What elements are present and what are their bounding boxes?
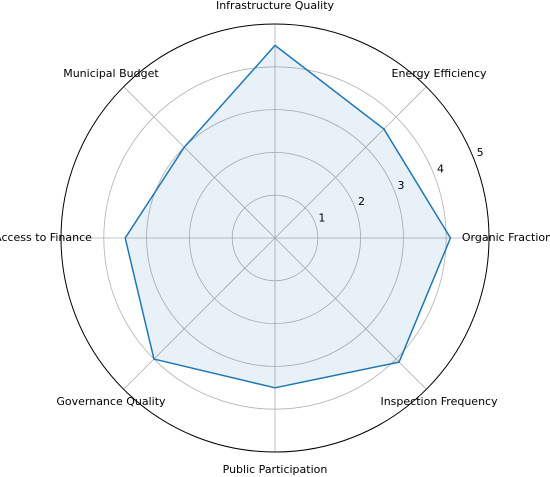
r-tick-label: 1 xyxy=(318,212,325,225)
r-tick-label: 5 xyxy=(477,146,484,159)
grid-ring xyxy=(231,194,319,282)
outer-ring xyxy=(60,23,490,453)
spoke xyxy=(123,86,276,239)
category-label: Energy Efficiency xyxy=(392,67,487,80)
category-label: Public Participation xyxy=(223,463,328,476)
r-tick-label: 4 xyxy=(437,162,444,175)
category-label: Infrastructure Quality xyxy=(216,0,335,12)
category-label: Governance Quality xyxy=(56,395,166,408)
category-label: Access to Finance xyxy=(0,231,92,244)
spoke xyxy=(274,237,427,390)
grid-ring xyxy=(188,151,361,324)
r-tick-label: 3 xyxy=(398,179,405,192)
grid-ring xyxy=(146,109,404,367)
r-tick-label: 2 xyxy=(358,195,365,208)
category-label: Organic Fraction xyxy=(462,231,550,244)
data-area xyxy=(124,44,452,389)
grid-ring xyxy=(103,66,447,410)
spoke xyxy=(274,86,427,239)
category-label: Municipal Budget xyxy=(63,67,159,80)
category-label: Inspection Frequency xyxy=(380,395,498,408)
spoke xyxy=(123,237,276,390)
